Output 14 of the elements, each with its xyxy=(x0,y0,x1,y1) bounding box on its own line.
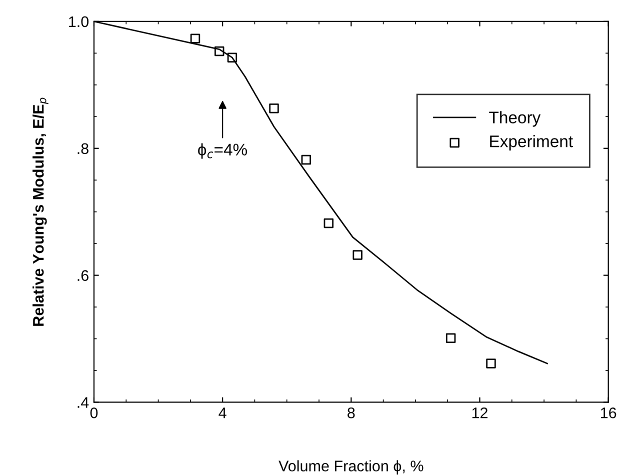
x-tick-label: 4 xyxy=(218,408,226,418)
x-tick-label: 8 xyxy=(348,407,355,418)
y-tick-label: .8 xyxy=(78,143,88,154)
x-tick-label: 16 xyxy=(601,407,616,418)
annotation: ϕ$_{c}$=4% xyxy=(198,143,247,159)
y-tick-label: .4 xyxy=(78,397,89,408)
x-axis-title: Volume Fraction ϕ, % xyxy=(278,460,424,474)
y-tick-label: 1.0 xyxy=(69,16,89,28)
y-axis-title: Relative Young's Modulus, E/E$_{p}$ xyxy=(32,98,48,326)
legend-label: Theory xyxy=(489,111,541,127)
legend-label: Experiment xyxy=(490,135,573,151)
x-tick-label: 0 xyxy=(90,407,98,418)
y-tick-label: .6 xyxy=(78,270,88,281)
x-tick-label: 12 xyxy=(472,407,488,418)
